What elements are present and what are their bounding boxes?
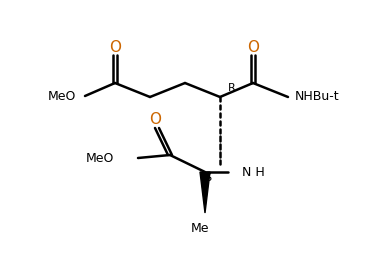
- Text: O: O: [247, 39, 259, 54]
- Text: O: O: [149, 113, 161, 128]
- Polygon shape: [200, 172, 210, 213]
- Text: S: S: [204, 173, 211, 183]
- Text: Me: Me: [191, 221, 209, 235]
- Text: O: O: [109, 39, 121, 54]
- Text: MeO: MeO: [86, 151, 114, 164]
- Text: NHBu-t: NHBu-t: [295, 90, 339, 104]
- Text: N H: N H: [242, 165, 265, 179]
- Text: R: R: [228, 83, 236, 93]
- Text: MeO: MeO: [48, 89, 76, 103]
